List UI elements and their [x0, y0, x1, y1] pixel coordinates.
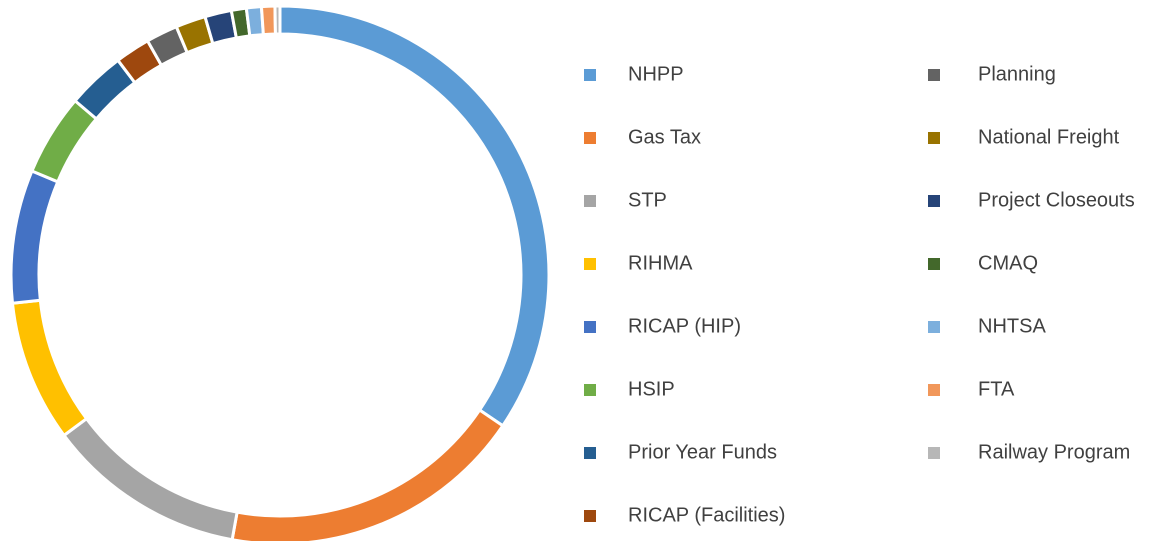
legend-label: STP: [628, 189, 667, 211]
legend-label: Gas Tax: [628, 126, 701, 148]
legend-swatch: [584, 69, 596, 81]
legend-label: RICAP (HIP): [628, 315, 741, 337]
legend-swatch: [584, 384, 596, 396]
donut-segment: [10, 298, 89, 438]
legend-swatch: [928, 321, 940, 333]
legend-label: FTA: [978, 378, 1015, 400]
legend-label: HSIP: [628, 378, 675, 400]
donut-segment: [259, 4, 277, 37]
legend-label: National Freight: [978, 126, 1120, 148]
legend-swatch: [584, 447, 596, 459]
donut-segment: [273, 4, 282, 36]
legend-label: Project Closeouts: [978, 189, 1135, 211]
legend-label: Railway Program: [978, 441, 1130, 463]
legend-swatch: [584, 258, 596, 270]
legend-swatch: [584, 132, 596, 144]
legend-swatch: [928, 447, 940, 459]
donut-segment: [29, 98, 99, 184]
legend-label: Planning: [978, 63, 1056, 85]
donut-segment: [278, 4, 551, 428]
legend-label: RIHMA: [628, 252, 693, 274]
legend-label: NHTSA: [978, 315, 1046, 337]
legend-swatch: [584, 321, 596, 333]
legend-swatch: [584, 195, 596, 207]
legend-swatch: [928, 69, 940, 81]
legend-label: CMAQ: [978, 252, 1038, 274]
donut-segment: [9, 169, 60, 305]
legend-label: RICAP (Facilities): [628, 504, 785, 526]
legend-swatch: [584, 510, 596, 522]
legend-swatch: [928, 384, 940, 396]
legend-swatch: [928, 195, 940, 207]
legend-label: Prior Year Funds: [628, 441, 777, 463]
legend-label: NHPP: [628, 63, 684, 85]
legend-swatch: [928, 132, 940, 144]
legend-swatch: [928, 258, 940, 270]
donut-segment: [61, 416, 239, 541]
donut-segment: [230, 407, 505, 541]
